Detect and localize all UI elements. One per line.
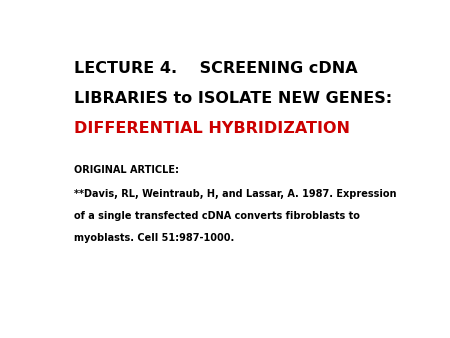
Text: myoblasts. Cell 51:987-1000.: myoblasts. Cell 51:987-1000. bbox=[74, 233, 234, 243]
Text: LIBRARIES to ISOLATE NEW GENES:: LIBRARIES to ISOLATE NEW GENES: bbox=[74, 91, 392, 106]
Text: of a single transfected cDNA converts fibroblasts to: of a single transfected cDNA converts fi… bbox=[74, 211, 360, 221]
Text: **Davis, RL, Weintraub, H, and Lassar, A. 1987. Expression: **Davis, RL, Weintraub, H, and Lassar, A… bbox=[74, 189, 396, 199]
Text: LECTURE 4.    SCREENING cDNA: LECTURE 4. SCREENING cDNA bbox=[74, 62, 357, 76]
Text: ORIGINAL ARTICLE:: ORIGINAL ARTICLE: bbox=[74, 166, 179, 175]
Text: DIFFERENTIAL HYBRIDIZATION: DIFFERENTIAL HYBRIDIZATION bbox=[74, 121, 350, 136]
